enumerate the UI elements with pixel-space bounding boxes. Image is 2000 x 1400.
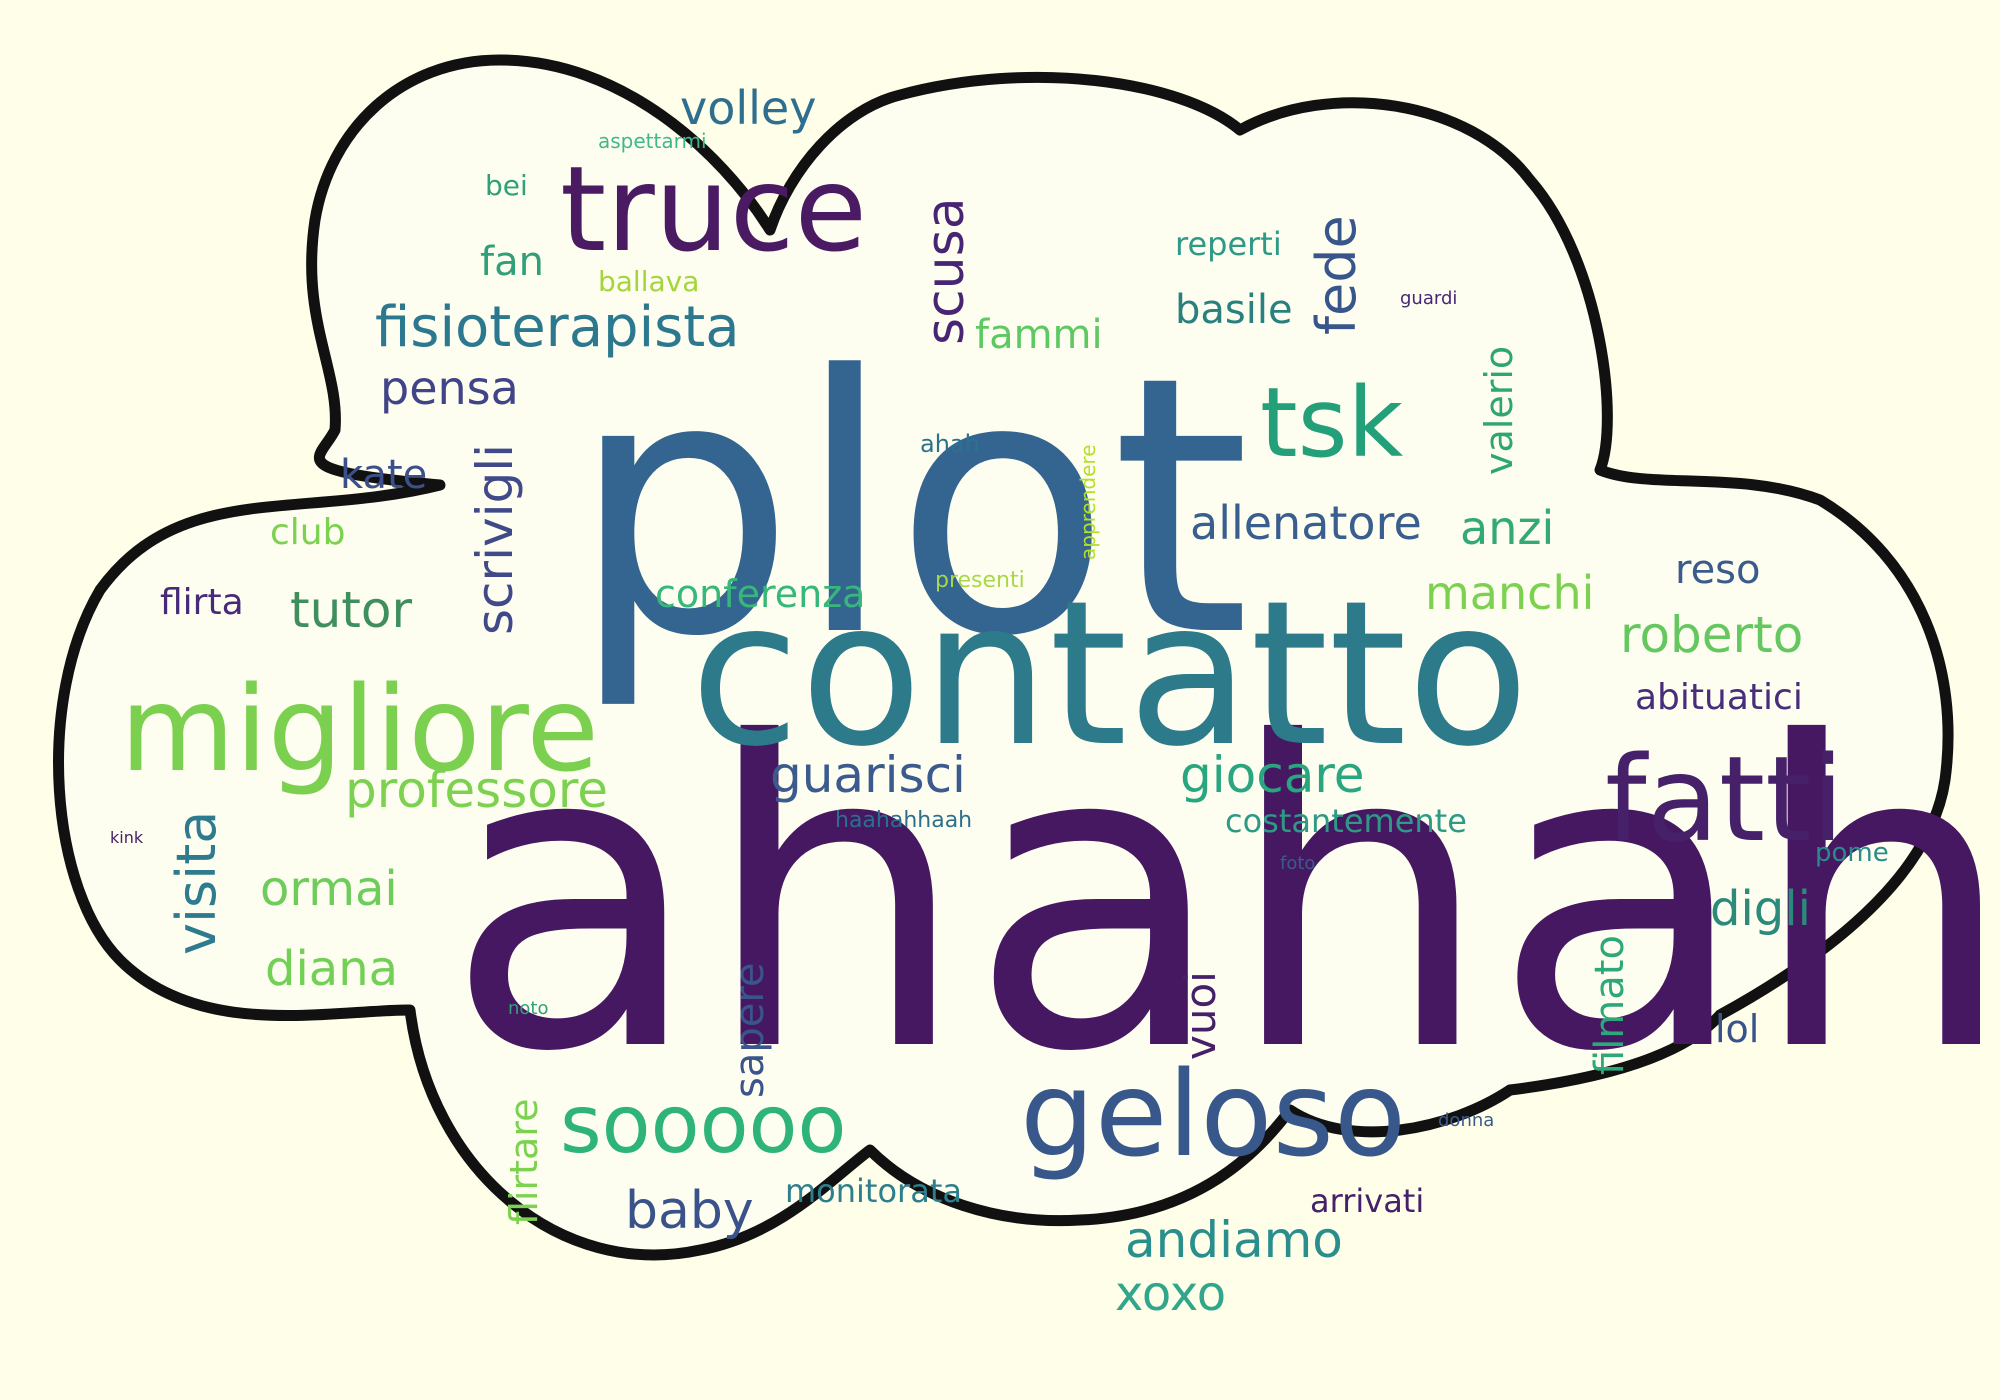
cloud-outline [53,54,1954,1261]
word-ballava: ballava [598,265,700,298]
word-costantemente: costantemente [1225,802,1467,840]
word-contatto: contatto [690,558,1530,791]
word-fatti: fatti [1605,730,1845,868]
word-donna: donna [1438,1110,1495,1131]
word-scusa-vertical: scusa [916,197,976,345]
word-visita-vertical: visita [165,810,228,955]
word-digli: digli [1710,881,1811,937]
word-valerio-vertical: valerio [1477,345,1521,475]
word-baby: baby [625,1181,754,1241]
word-plot: plot [570,300,1251,714]
word-roberto: roberto [1620,606,1804,664]
word-ahahah: ahahah [445,655,2000,1144]
word-fede-vertical: fede [1305,215,1368,335]
word-flirtare-vertical: flirtare [502,1098,546,1225]
word-manchi: manchi [1425,566,1595,620]
word-volley: volley [680,81,817,135]
word-ormai: ormai [260,861,398,917]
word-filmato-vertical: filmato [1587,935,1633,1075]
word-tsk: tsk [1260,367,1404,479]
word-professore: professore [345,761,609,819]
word-aspettarmi: aspettarmi [598,129,707,153]
word-fan: fan [480,239,544,285]
word-diana: diana [265,941,399,997]
word-basile: basile [1175,287,1293,333]
word-truce: truce [560,140,868,278]
word-giocare: giocare [1180,746,1365,804]
word-kate: kate [340,452,428,498]
word-conferenza: conferenza [655,572,866,616]
word-guarisci: guarisci [770,746,966,804]
word-arrivati: arrivati [1310,1182,1425,1220]
word-presenti: presenti [935,568,1025,593]
word-vuoi-vertical: vuoi [1176,971,1225,1060]
word-sooooo: sooooo [560,1078,847,1171]
word-flirta: flirta [160,582,244,623]
word-bei: bei [485,169,528,202]
word-monitorata: monitorata [785,1172,962,1210]
word-pome: pome [1815,838,1889,868]
word-xoxo: xoxo [1115,1266,1227,1322]
word-geloso: geloso [1020,1045,1407,1183]
word-migliore: migliore [120,660,599,798]
word-tutor: tutor [290,581,413,639]
word-club: club [270,512,346,553]
word-kink: kink [110,828,144,847]
word-anzi: anzi [1460,501,1555,555]
word-pensa: pensa [380,361,519,415]
word-noto: noto [508,998,549,1019]
word-scrivigli-vertical: scrivigli [466,444,524,635]
word-fammi: fammi [975,312,1103,358]
word-reperti: reperti [1175,225,1282,263]
word-apprendere-vertical: apprendere [1076,444,1100,561]
word-fisioterapista: fisioterapista [375,295,740,360]
word-reso: reso [1675,547,1761,593]
word-haahahhaah: haahahhaah [835,808,973,833]
word-abituatici: abituatici [1635,677,1803,718]
word-ahah: ahah [920,430,980,458]
word-sapere-vertical: sapere [727,962,773,1098]
word-allenatore: allenatore [1190,496,1422,550]
word-guardi: guardi [1400,288,1458,309]
word-andiamo: andiamo [1125,1211,1343,1269]
word-lol: lol [1715,1007,1760,1051]
word-foto: foto [1280,853,1316,874]
